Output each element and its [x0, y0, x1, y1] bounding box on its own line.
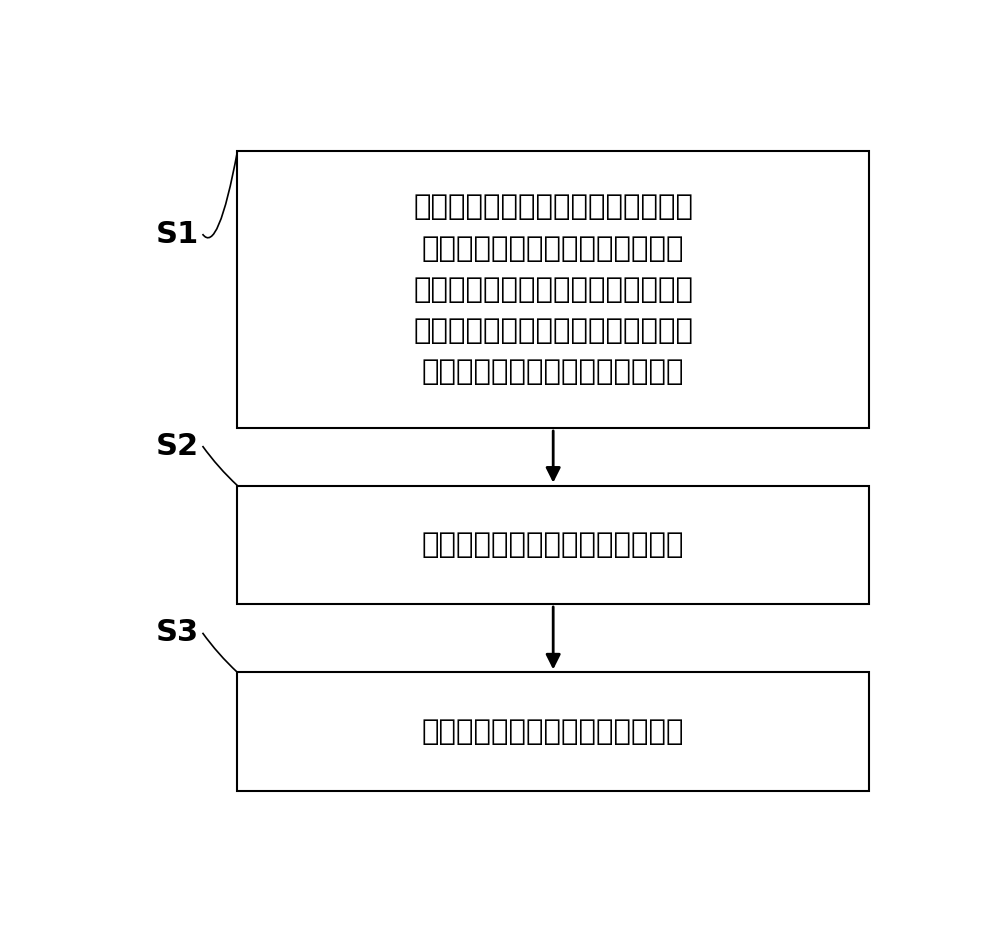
Text: S3: S3 [156, 619, 199, 648]
Text: S1: S1 [156, 219, 199, 248]
Bar [237, 151, 869, 428]
Text: S2: S2 [156, 432, 199, 461]
Text: 获取车辆的行驶参数，行驶参数至少
包括车辆的纵向加速度、侧向加速
度、车速、加速踏板标志位、制动踏
板标志位、倒挡标志位、前进挡标志
位、蠕行标志位和扭矩请求标: 获取车辆的行驶参数，行驶参数至少 包括车辆的纵向加速度、侧向加速 度、车速、加速… [413, 193, 693, 386]
Text: 根据行驶参数确定车辆的行驶状态: 根据行驶参数确定车辆的行驶状态 [422, 531, 684, 559]
Bar [237, 673, 869, 791]
Bar [237, 485, 869, 604]
Text: 根据行驶状态确定车辆的驾驶模式: 根据行驶状态确定车辆的驾驶模式 [422, 717, 684, 745]
